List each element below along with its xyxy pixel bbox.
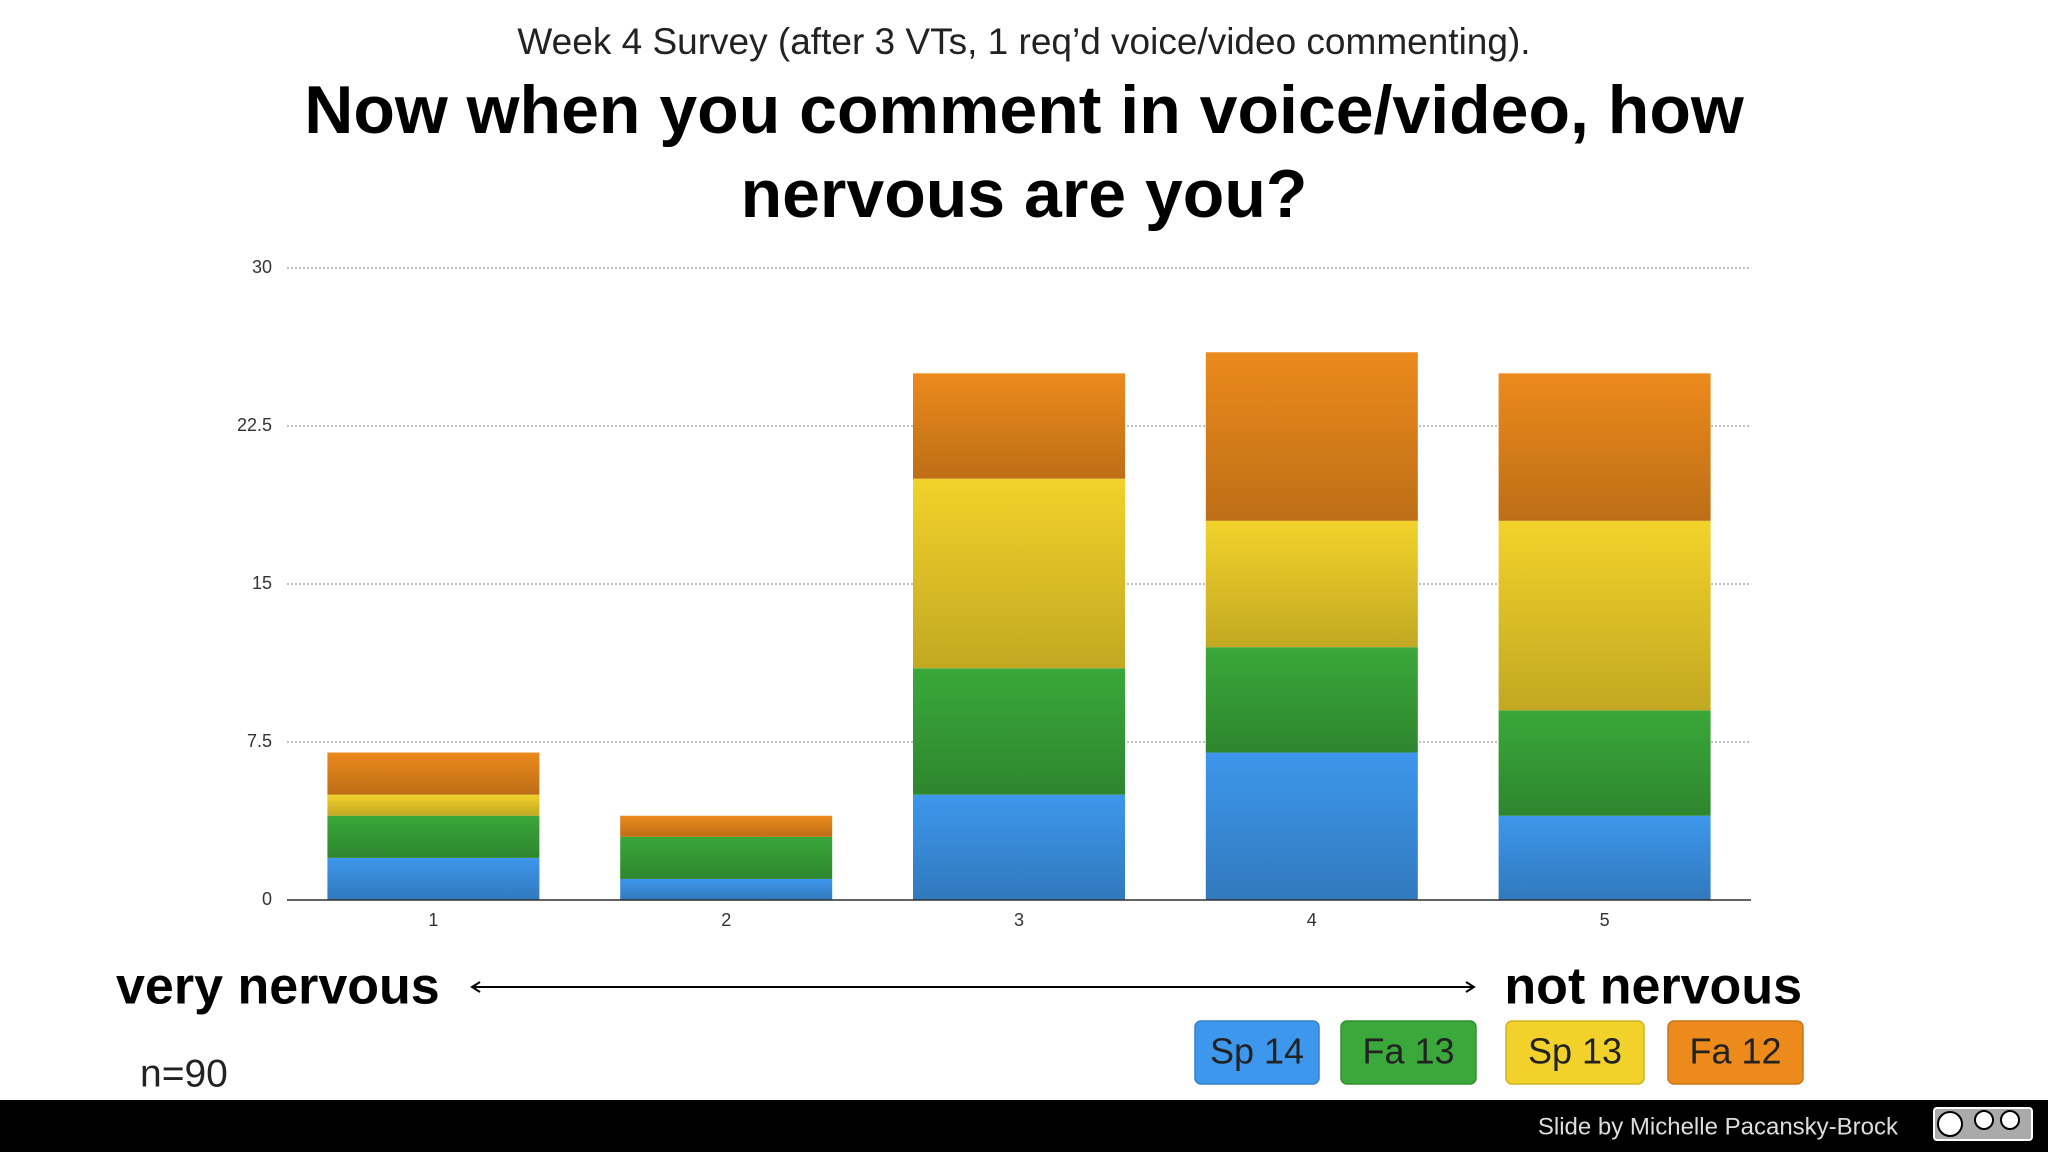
bar-segment — [327, 794, 540, 816]
bar-segment — [1205, 352, 1418, 521]
legend-label: Sp 14 — [1210, 1031, 1304, 1072]
bar-segment — [327, 857, 540, 900]
bar-segment — [913, 373, 1125, 479]
chart-subtitle: Week 4 Survey (after 3 VTs, 1 req’d voic… — [517, 21, 1530, 62]
bar-segment — [620, 836, 833, 879]
bar-segment — [1498, 373, 1711, 521]
bar-segment — [1205, 647, 1418, 753]
bar-segment — [327, 815, 540, 858]
x-tick-label: 1 — [428, 910, 438, 930]
bar-segment — [913, 794, 1125, 900]
y-tick-label: 0 — [262, 889, 272, 909]
bar-segment — [1205, 520, 1418, 648]
x-tick-label: 4 — [1307, 910, 1317, 930]
x-tick-label: 5 — [1600, 910, 1610, 930]
bar-segment — [913, 668, 1125, 795]
bar-segment — [1498, 520, 1711, 711]
legend-swatch — [1340, 1020, 1477, 1085]
footer-credit: Slide by Michelle Pacansky-Brock — [1538, 1113, 1899, 1140]
bar-segment — [620, 815, 833, 837]
sample-size-note: n=90 — [140, 1052, 228, 1095]
bar-segment — [913, 478, 1125, 669]
scale-arrow — [470, 981, 1476, 993]
legend-label: Fa 13 — [1362, 1031, 1454, 1072]
legend-swatch — [1667, 1020, 1804, 1085]
bar-segment — [327, 752, 540, 795]
y-tick-label: 15 — [252, 573, 272, 593]
y-tick-label: 7.5 — [247, 731, 272, 751]
x-tick-label: 2 — [721, 910, 731, 930]
bar-segment — [620, 878, 833, 900]
y-tick-label: 22.5 — [237, 415, 272, 435]
scale-high-label: not nervous — [1504, 958, 1802, 1016]
legend-swatch — [1194, 1020, 1320, 1085]
y-tick-label: 30 — [252, 257, 272, 277]
chart-title: Now when you comment in voice/video, how… — [304, 72, 1744, 232]
footer-bar — [0, 1100, 2048, 1152]
legend-swatch — [1505, 1020, 1645, 1085]
legend-label: Sp 13 — [1528, 1031, 1622, 1072]
x-tick-label: 3 — [1014, 910, 1024, 930]
bar-segment — [1498, 710, 1711, 816]
scale-low-label: very nervous — [116, 958, 440, 1016]
bar-segment — [1205, 752, 1418, 900]
cc-badge — [1933, 1107, 2033, 1141]
legend-label: Fa 12 — [1689, 1031, 1781, 1072]
bar-segment — [1498, 815, 1711, 900]
